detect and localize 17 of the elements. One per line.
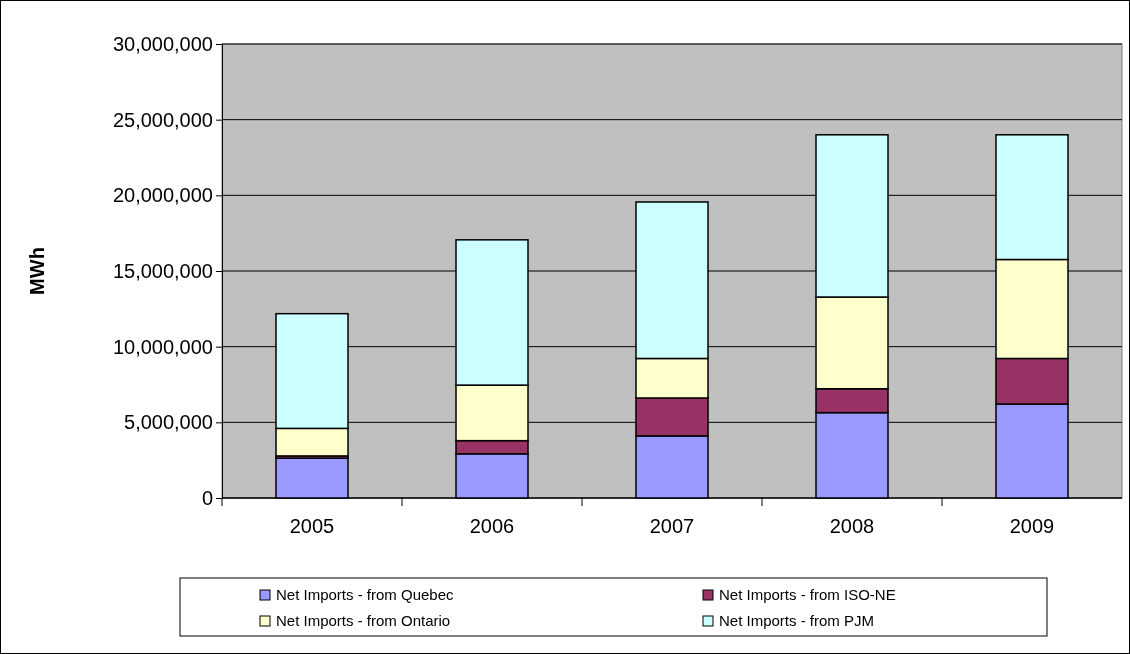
y-tick-label: 5,000,000	[124, 411, 213, 434]
y-axis-title: MWh	[26, 247, 48, 295]
x-tick-label: 2007	[649, 515, 695, 537]
legend-label: Net Imports - from ISO-NE	[719, 586, 896, 603]
y-tick-label: 0	[201, 486, 213, 509]
legend-label: Net Imports - from PJM	[719, 612, 875, 629]
x-tick-label: 2009	[1009, 515, 1055, 537]
x-tick-label: 2006	[469, 515, 515, 537]
y-tick-label: 25,000,000	[112, 108, 213, 131]
y-tick-label: 15,000,000	[112, 259, 213, 282]
y-tick-label: 30,000,000	[112, 32, 213, 55]
y-tick-label: 20,000,000	[112, 184, 213, 207]
legend-label: Net Imports - from Ontario	[276, 612, 451, 629]
x-tick-label: 2008	[829, 515, 875, 537]
y-tick-label: 10,000,000	[112, 335, 213, 358]
x-tick-label: 2005	[289, 515, 335, 537]
legend-label: Net Imports - from Quebec	[276, 586, 455, 603]
